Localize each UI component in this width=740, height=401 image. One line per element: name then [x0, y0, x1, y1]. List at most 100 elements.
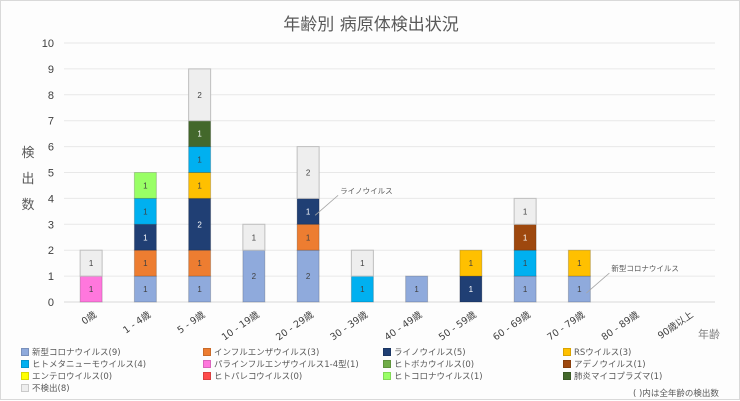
- y-axis-label-char: 検: [21, 146, 35, 161]
- legend-swatch: [203, 372, 211, 380]
- bar-data-label: 1: [197, 130, 202, 139]
- annotation-leader-line: [586, 272, 610, 294]
- legend-label: エンテロウイルス(0): [32, 372, 113, 382]
- bar-data-label: 1: [143, 233, 148, 242]
- legend-swatch: [563, 360, 571, 368]
- bar-data-label: 1: [523, 233, 528, 242]
- bar-data-label: 2: [197, 220, 202, 229]
- legend-label: ヒトボカウイルス(0): [394, 360, 475, 370]
- y-tick-label: 3: [48, 219, 54, 231]
- y-tick-label: 1: [48, 271, 54, 283]
- legend-swatch: [383, 348, 391, 356]
- bar-segment: [188, 146, 212, 174]
- legend-item: ヒトコロナウイルス(1): [383, 370, 483, 382]
- legend-swatch: [203, 360, 211, 368]
- bar-data-label: 1: [197, 285, 202, 294]
- y-axis-label-char: 数: [21, 198, 35, 213]
- bar-data-label: 2: [306, 169, 311, 178]
- bar-data-label: 1: [469, 259, 474, 268]
- bar-data-label: 2: [306, 272, 311, 281]
- y-tick-label: 6: [48, 142, 54, 154]
- bar-segment: [405, 275, 429, 303]
- bar-data-label: 1: [89, 259, 94, 268]
- legend-item: ヒトボカウイルス(0): [383, 358, 474, 370]
- annotation-leader-line: [314, 195, 339, 216]
- bar-data-label: 1: [360, 259, 365, 268]
- y-tick-label: 5: [48, 168, 54, 180]
- legend-item: 肺炎マイコプラズマ(1): [563, 370, 662, 382]
- y-tick-label: 0: [48, 297, 54, 309]
- bar-data-label: 1: [197, 181, 202, 190]
- bar-data-label: 1: [577, 285, 582, 294]
- y-tick-label: 4: [48, 193, 54, 205]
- x-axis-label: 年齢: [698, 328, 720, 341]
- legend-item: ヒトパレコウイルス(0): [203, 370, 302, 382]
- y-tick-label: 8: [48, 90, 54, 102]
- bar-data-label: 2: [197, 91, 202, 100]
- legend-swatch: [21, 360, 29, 368]
- legend-label: インフルエンザウイルス(3): [214, 348, 320, 358]
- legend-item: 新型コロナウイルス(9): [21, 346, 121, 358]
- legend-swatch: [203, 348, 211, 356]
- legend-item: ライノウイルス(5): [383, 346, 466, 358]
- legend-label: アデノウイルス(1): [574, 360, 646, 370]
- x-tick-label: 50 - 59歳: [436, 308, 479, 343]
- x-tick-label: 30 - 39歳: [328, 308, 371, 343]
- bar-data-label: 1: [197, 259, 202, 268]
- legend-item: エンテロウイルス(0): [21, 370, 112, 382]
- legend-label: RSウイルス(3): [574, 348, 632, 358]
- legend-item: パラインフルエンザウイルス1-4型(1): [203, 358, 359, 370]
- legend-swatch: [563, 348, 571, 356]
- chart-title: 年齢別 病原体検出状況: [283, 15, 459, 35]
- bar-data-label: 1: [469, 285, 474, 294]
- bar-segment: [79, 249, 103, 277]
- bar-data-label: 1: [523, 259, 528, 268]
- y-axis-label-char: 出: [21, 172, 35, 187]
- x-tick-label: 5 - 9歳: [175, 308, 208, 336]
- y-axis-label: 検出数: [20, 141, 36, 219]
- bar-segment: [459, 249, 483, 277]
- legend-item: アデノウイルス(1): [563, 358, 646, 370]
- x-tick-label: 60 - 69歳: [491, 308, 534, 343]
- legend-swatch: [21, 348, 29, 356]
- annotation-label: ライノウイルス: [340, 186, 393, 195]
- legend-label: パラインフルエンザウイルス1-4型(1): [214, 360, 359, 370]
- bar-segment: [350, 249, 374, 277]
- legend-label: ライノウイルス(5): [394, 348, 466, 358]
- annotation-label: 新型コロナウイルス: [611, 263, 679, 273]
- bar-segment: [513, 197, 537, 225]
- legend-swatch: [563, 372, 571, 380]
- bar-segment: [133, 172, 157, 199]
- bar-segment: [296, 146, 320, 199]
- legend-swatch: [383, 372, 391, 380]
- legend-label: 不検出(8): [32, 384, 70, 394]
- bar-data-label: 1: [523, 207, 528, 216]
- bar-data-label: 1: [360, 285, 365, 294]
- bar-data-label: 1: [414, 285, 419, 294]
- bar-data-label: 1: [143, 207, 148, 216]
- y-tick-label: 10: [42, 38, 54, 50]
- legend-item: 不検出(8): [21, 382, 70, 394]
- bar-data-label: 1: [143, 259, 148, 268]
- x-tick-label: 90歳以上: [655, 308, 696, 341]
- legend-item: インフルエンザウイルス(3): [203, 346, 319, 358]
- legend-label: ヒトメタニューモウイルス(4): [32, 360, 147, 370]
- x-tick-label: 10 - 19歳: [219, 308, 262, 343]
- bar-segment: [188, 68, 212, 122]
- x-tick-label: 0歳: [79, 308, 99, 327]
- y-tick-label: 2: [48, 245, 54, 257]
- legend-note: ( )内は全年齢の検出数: [633, 389, 719, 399]
- bar-data-label: 1: [143, 181, 148, 190]
- y-tick-label: 7: [48, 116, 54, 128]
- bar-data-label: 1: [143, 285, 148, 294]
- bar-data-label: 1: [197, 156, 202, 165]
- bar-data-label: 1: [306, 233, 311, 242]
- legend-item: ヒトメタニューモウイルス(4): [21, 358, 146, 370]
- bar-segment: [133, 223, 157, 251]
- x-tick-label: 1 - 4歳: [121, 308, 154, 336]
- legend-item: RSウイルス(3): [563, 346, 631, 358]
- bar-data-label: 1: [306, 207, 311, 216]
- x-tick-label: 80 - 89歳: [599, 308, 642, 343]
